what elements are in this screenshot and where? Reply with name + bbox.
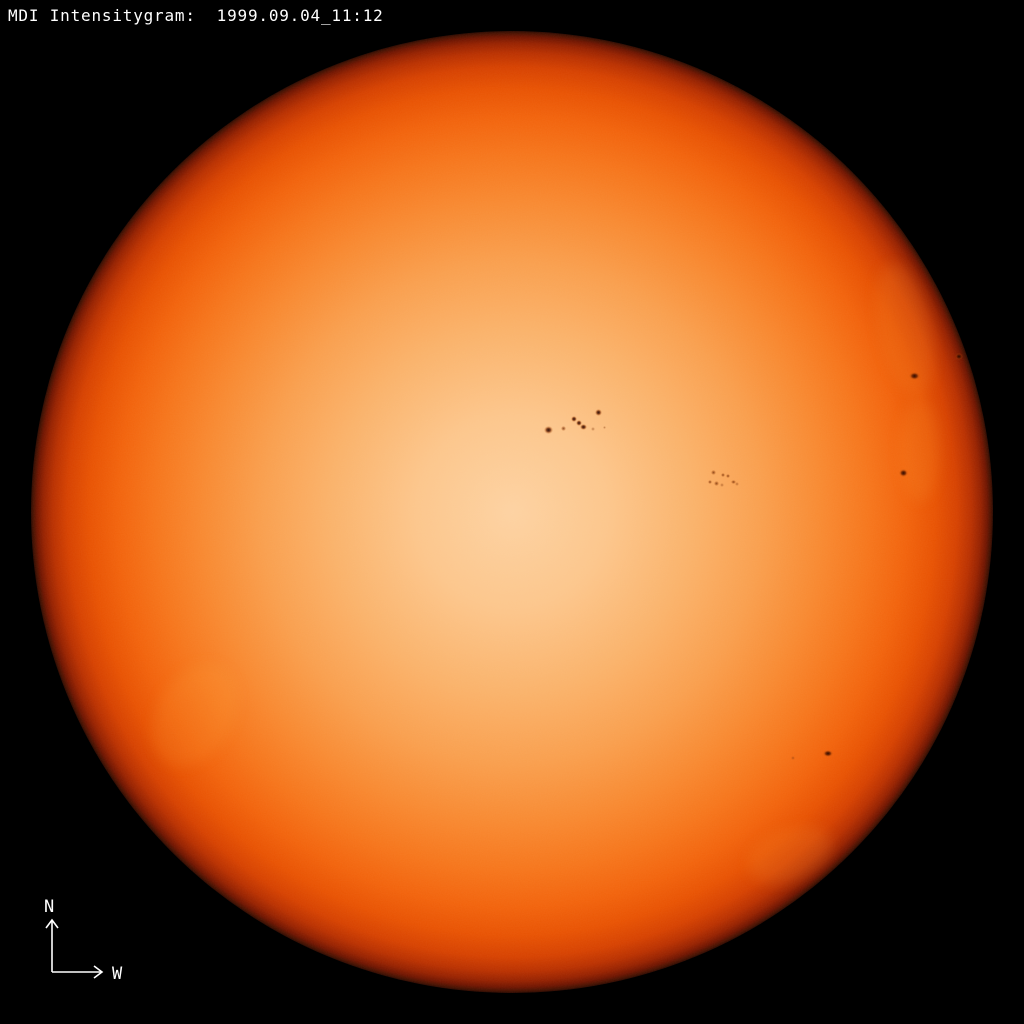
compass-west-arrowhead-icon <box>93 965 104 979</box>
facula-patch <box>875 263 935 397</box>
granulation-texture <box>31 31 993 993</box>
compass-west-label: W <box>112 964 123 984</box>
facula-patch <box>900 398 940 502</box>
sun-disk <box>31 31 993 993</box>
facula-patch <box>747 826 833 884</box>
compass-north-label: N <box>44 897 54 917</box>
image-title: MDI Intensitygram: 1999.09.04_11:12 <box>8 6 384 25</box>
faculae-layer <box>152 263 940 884</box>
compass-orientation-indicator: N W <box>44 897 123 984</box>
compass-north-arrowhead-icon <box>45 918 59 929</box>
facula-patch <box>152 663 238 767</box>
